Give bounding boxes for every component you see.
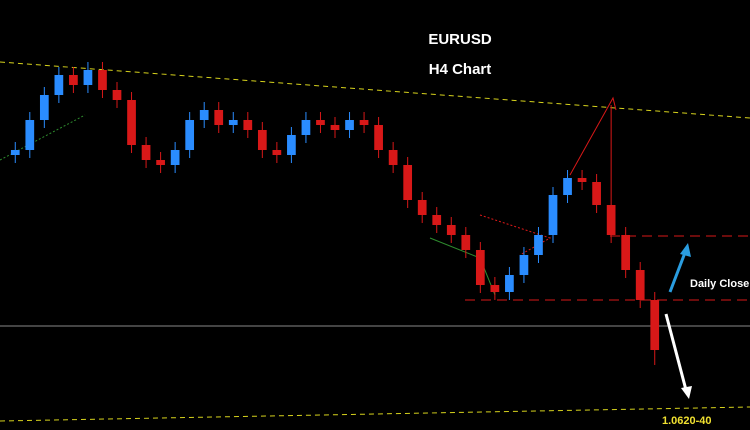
candle-body xyxy=(25,120,35,150)
candle-body xyxy=(592,182,601,205)
candle-body xyxy=(621,235,631,270)
candle-body xyxy=(388,150,398,165)
candle-body xyxy=(156,160,165,165)
candle-body xyxy=(228,120,238,125)
candle-body xyxy=(635,270,645,300)
candle-body xyxy=(127,100,136,145)
chart-title: EURUSD xyxy=(428,31,492,48)
candle-body xyxy=(650,300,660,350)
candle-body xyxy=(359,120,369,125)
candle-body xyxy=(10,150,20,155)
pattern-line xyxy=(479,214,552,256)
candle-body xyxy=(432,215,442,225)
candle-body xyxy=(490,285,500,292)
candle-body xyxy=(69,75,78,85)
candle-body xyxy=(330,125,340,130)
candle-body xyxy=(577,178,587,182)
candle-body xyxy=(83,70,93,85)
candle-body xyxy=(446,225,456,235)
candle-body xyxy=(461,235,471,250)
pattern-line xyxy=(569,96,617,176)
candle-body xyxy=(534,235,543,255)
candle-body xyxy=(54,75,64,95)
candle-body xyxy=(417,200,427,215)
candle-body xyxy=(272,150,282,155)
candle-body xyxy=(214,110,224,125)
candle-body xyxy=(316,120,325,125)
candle-body xyxy=(403,165,413,200)
candle-body xyxy=(98,70,107,90)
candle-body xyxy=(257,130,267,150)
candles xyxy=(10,62,660,365)
annotation: Daily Close xyxy=(690,278,749,290)
candle-body xyxy=(475,250,485,285)
arrow-head xyxy=(681,386,692,399)
candle-body xyxy=(243,120,253,130)
candle-body xyxy=(606,205,616,235)
arrow xyxy=(668,249,688,293)
candle-body xyxy=(505,275,514,292)
candle-body xyxy=(39,95,49,120)
arrow xyxy=(664,313,688,391)
candle-body xyxy=(112,90,122,100)
candle-body xyxy=(519,255,529,275)
trend-line xyxy=(0,406,750,422)
candle-body xyxy=(374,125,383,150)
candle-body xyxy=(170,150,180,165)
candle-body xyxy=(185,120,195,150)
chart-subtitle: H4 Chart xyxy=(429,61,492,78)
annotation: 1.0620-40 xyxy=(662,415,712,427)
candle-body xyxy=(563,178,572,195)
candle-body xyxy=(301,120,311,135)
arrow-head xyxy=(680,243,691,257)
candle-body xyxy=(345,120,354,130)
candle-body xyxy=(199,110,209,120)
candle-body xyxy=(287,135,296,155)
candle-body xyxy=(548,195,558,235)
candle-body xyxy=(141,145,151,160)
